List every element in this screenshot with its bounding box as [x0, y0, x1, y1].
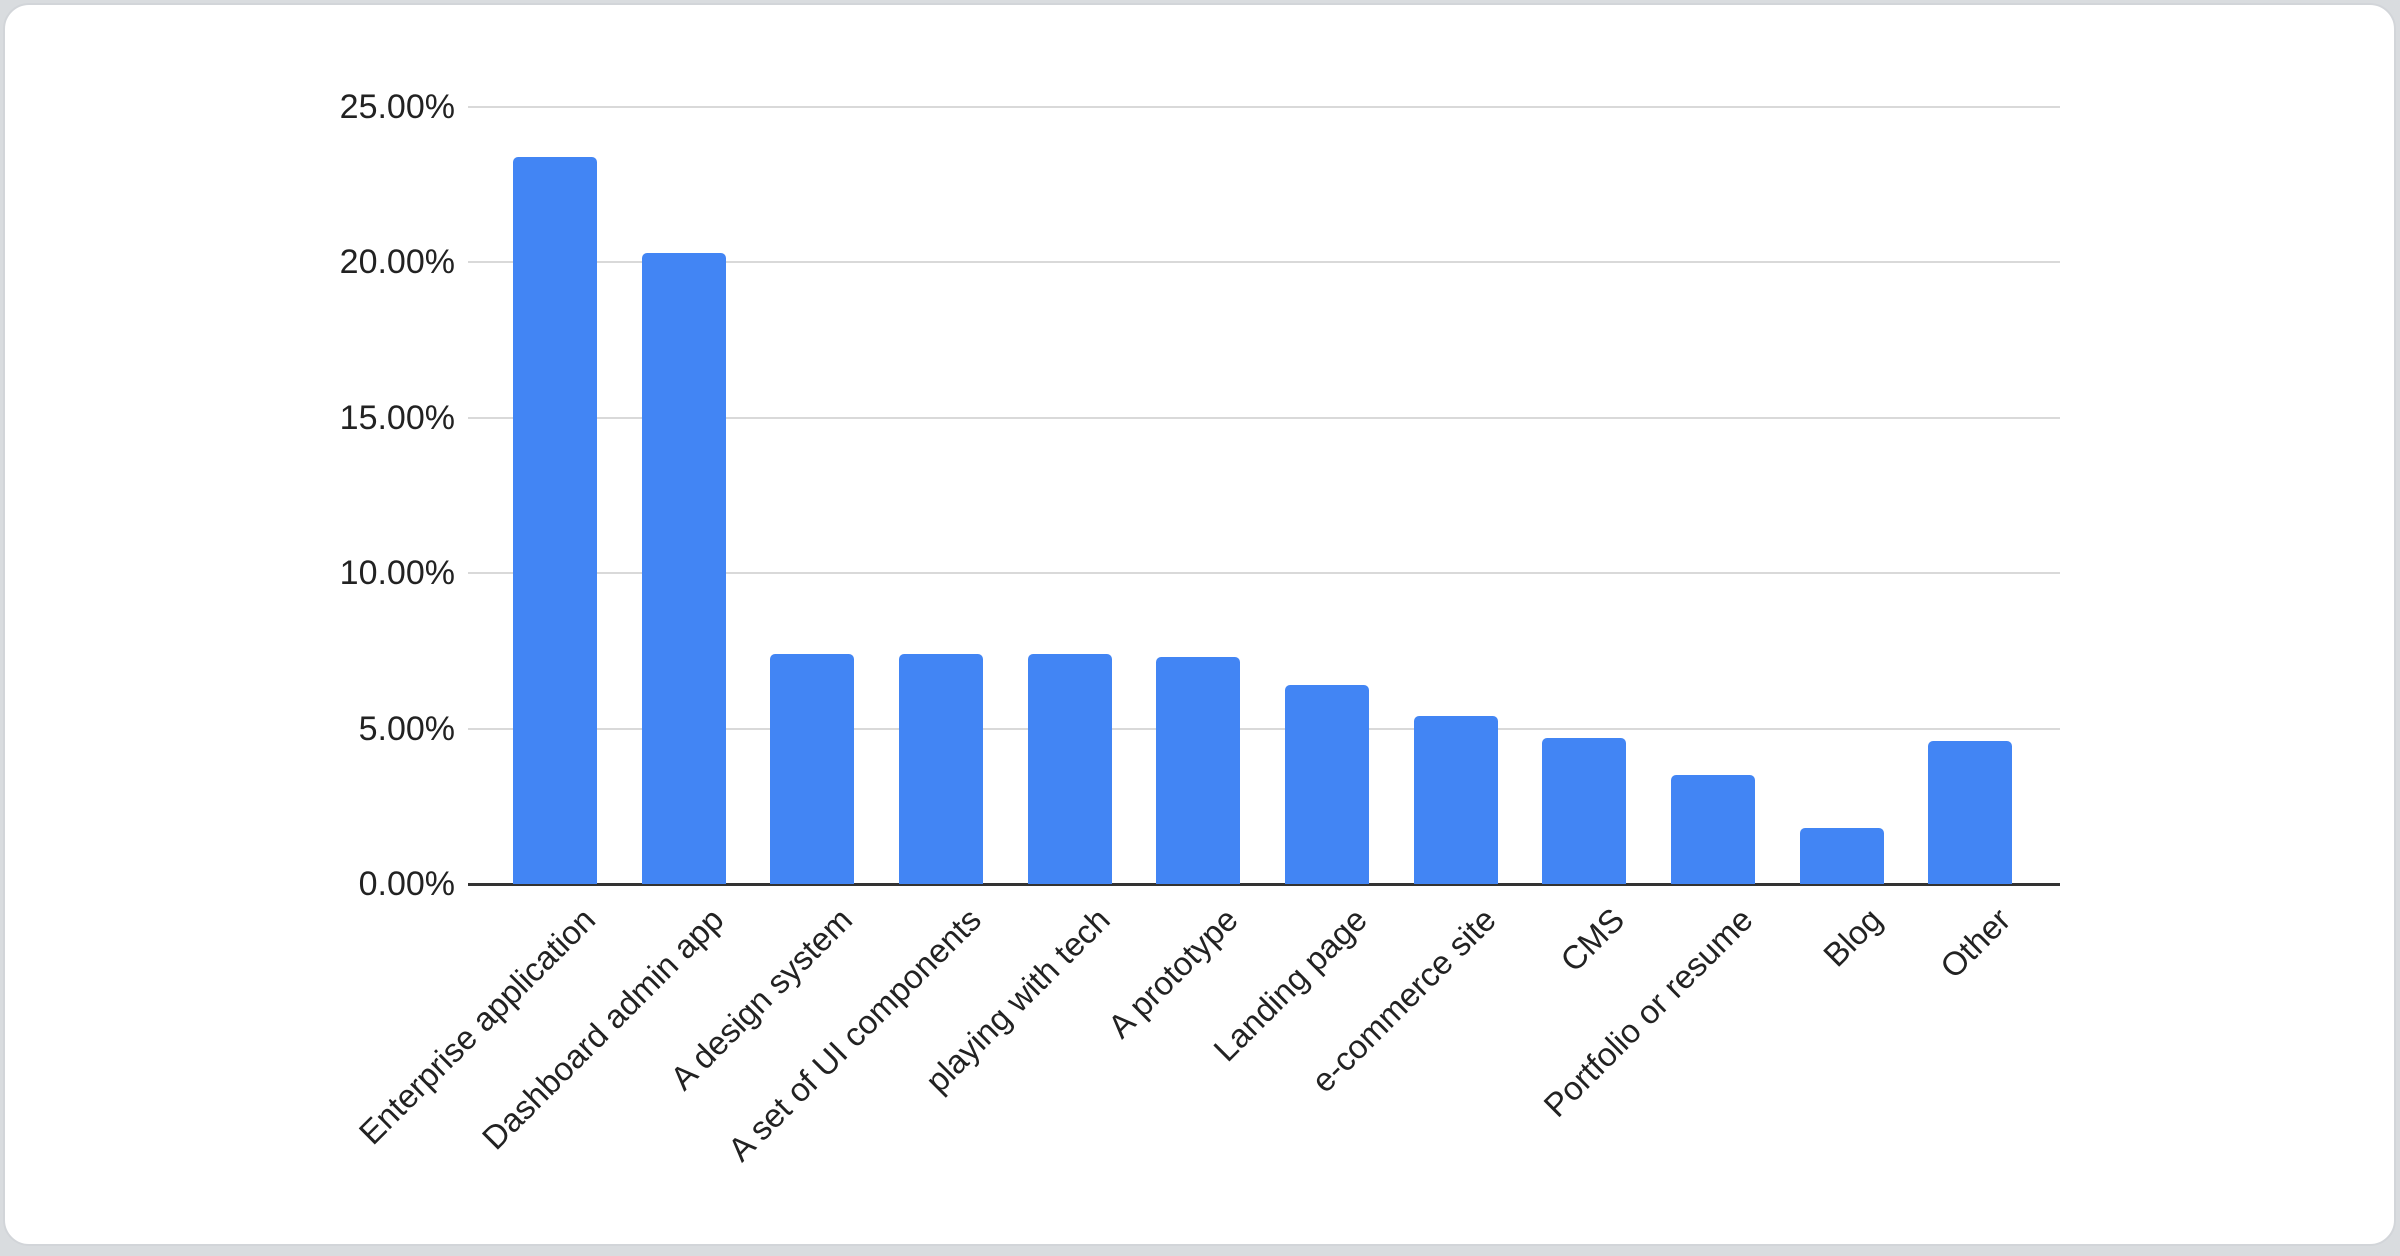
bar-cms[interactable] — [1542, 737, 1627, 884]
x-axis-label: Dashboard admin app — [474, 900, 731, 1157]
x-axis-label: CMS — [1553, 900, 1632, 979]
x-axis-label: Other — [1932, 900, 2018, 986]
bar-a-prototype[interactable] — [1156, 657, 1241, 884]
y-tick-label: 5.00% — [358, 709, 455, 748]
bar-enterprise-application[interactable] — [513, 156, 597, 884]
bar-e-commerce-site[interactable] — [1413, 716, 1498, 884]
y-tick-label: 10.00% — [339, 554, 455, 593]
bar-blog[interactable] — [1799, 828, 1884, 884]
bar-other[interactable] — [1928, 741, 2013, 884]
gridline — [468, 416, 2060, 419]
bar-a-set-of-ui-components[interactable] — [898, 654, 983, 884]
bar-dashboard-admin-app[interactable] — [641, 253, 726, 884]
bar-landing-page[interactable] — [1284, 685, 1369, 884]
y-tick-label: 20.00% — [339, 243, 455, 282]
gridline — [468, 106, 2060, 108]
gridline — [468, 727, 2060, 730]
y-tick-label: 15.00% — [339, 398, 455, 437]
chart-card — [3, 3, 2396, 1246]
bar-a-design-system[interactable] — [770, 654, 855, 884]
x-axis-label: Blog — [1815, 900, 1889, 974]
bar-portfolio-or-resume[interactable] — [1670, 775, 1755, 884]
x-axis-label: A set of UI components — [720, 900, 988, 1169]
bar-playing-with-tech[interactable] — [1027, 654, 1112, 884]
y-tick-label: 25.00% — [339, 88, 455, 126]
x-axis-label: Enterprise application — [351, 900, 602, 1152]
gridline — [468, 572, 2060, 575]
x-axis-baseline — [468, 883, 2060, 886]
y-tick-label: 0.00% — [358, 865, 455, 903]
gridline — [468, 261, 2060, 264]
